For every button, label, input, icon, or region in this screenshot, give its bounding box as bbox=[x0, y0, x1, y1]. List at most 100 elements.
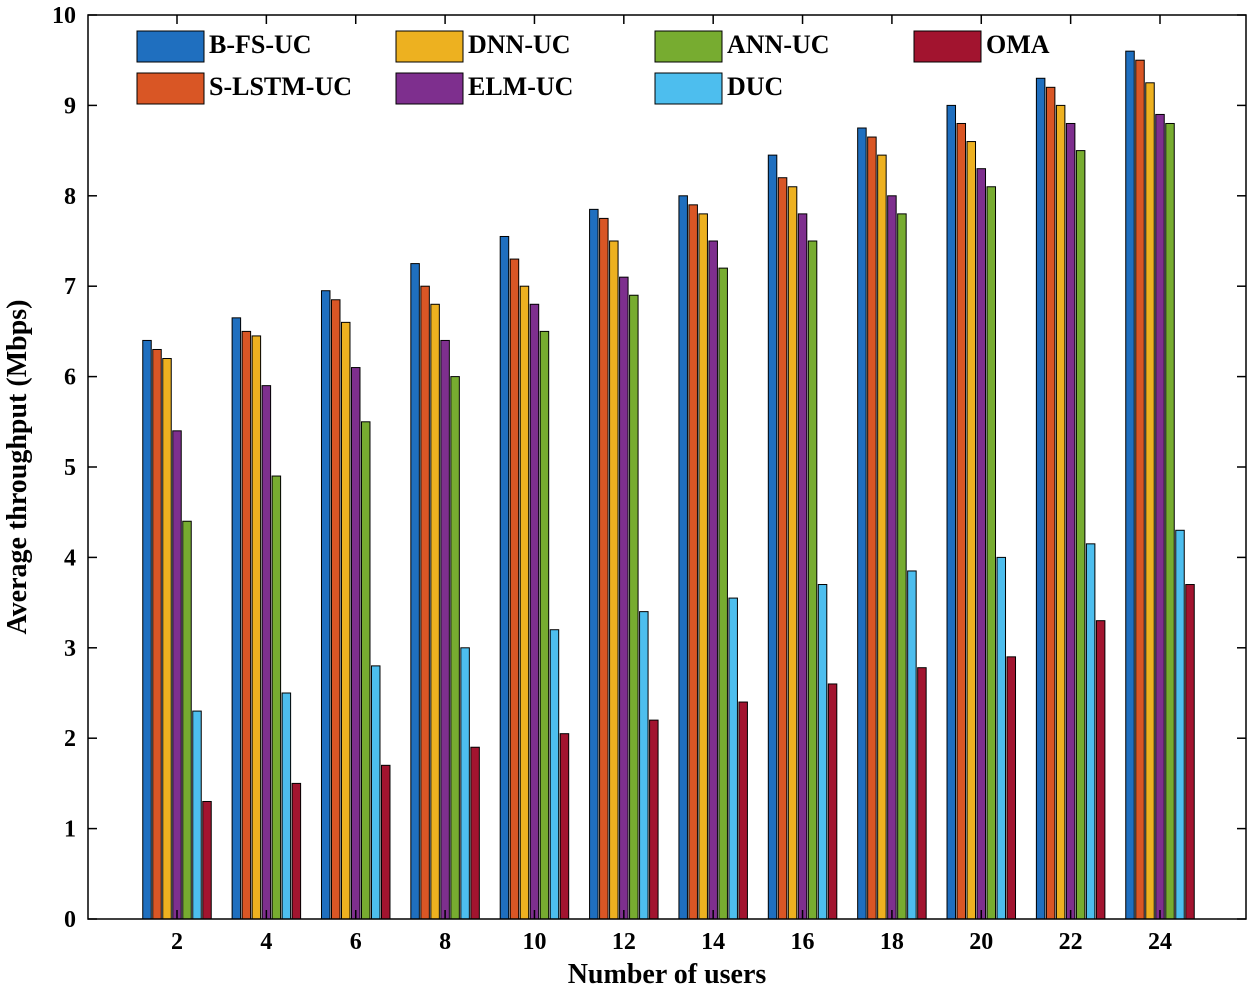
bar-b-fs-uc-4 bbox=[231, 317, 242, 920]
bar-elm-uc-24 bbox=[1155, 113, 1165, 920]
bar-elm-uc-18 bbox=[887, 195, 897, 920]
legend-label-s-lstm-uc: S-LSTM-UC bbox=[209, 72, 352, 101]
bar-oma-12 bbox=[649, 719, 659, 920]
bar-dnn-uc-4 bbox=[251, 335, 262, 920]
bar-s-lstm-uc-6 bbox=[330, 299, 341, 920]
y-tick-label: 5 bbox=[64, 455, 76, 481]
y-tick-label: 4 bbox=[64, 545, 76, 571]
legend-label-oma: OMA bbox=[986, 30, 1050, 59]
bar-dnn-uc-6 bbox=[340, 321, 351, 920]
bar-elm-uc-10 bbox=[529, 303, 540, 920]
y-tick-label: 0 bbox=[64, 907, 76, 933]
bar-s-lstm-uc-24 bbox=[1135, 59, 1145, 920]
bar-oma-6 bbox=[380, 764, 391, 920]
bar-oma-20 bbox=[1006, 656, 1017, 920]
bar-dnn-uc-16 bbox=[787, 186, 798, 920]
bar-s-lstm-uc-18 bbox=[867, 136, 877, 920]
bar-dnn-uc-22 bbox=[1055, 104, 1066, 920]
bar-s-lstm-uc-16 bbox=[777, 177, 788, 920]
bar-b-fs-uc-8 bbox=[410, 263, 420, 920]
x-tick-label: 14 bbox=[701, 929, 725, 955]
legend-label-dnn-uc: DNN-UC bbox=[468, 30, 571, 59]
bar-oma-24 bbox=[1185, 584, 1195, 920]
bar-duc-22 bbox=[1085, 543, 1096, 920]
bar-duc-10 bbox=[549, 629, 560, 920]
y-tick-label: 7 bbox=[64, 274, 76, 300]
legend-label-duc: DUC bbox=[727, 72, 783, 101]
bar-b-fs-uc-24 bbox=[1125, 50, 1135, 920]
bar-ann-uc-4 bbox=[271, 475, 282, 920]
y-tick-label: 1 bbox=[64, 817, 76, 843]
legend: B-FS-UC DNN-UC ANN-UC OMA S-LSTM-UC ELM-UC DUC bbox=[136, 30, 1050, 105]
bar-s-lstm-uc-14 bbox=[688, 204, 698, 920]
x-axis-title: Number of users bbox=[568, 959, 767, 986]
bar-ann-uc-24 bbox=[1165, 122, 1175, 920]
bar-ann-uc-14 bbox=[718, 267, 728, 920]
bar-oma-8 bbox=[470, 746, 480, 920]
legend-swatch-duc bbox=[654, 72, 723, 105]
bar-s-lstm-uc-10 bbox=[509, 258, 520, 920]
bar-ann-uc-12 bbox=[629, 294, 639, 920]
bar-b-fs-uc-20 bbox=[946, 104, 957, 920]
bar-b-fs-uc-2 bbox=[142, 339, 152, 920]
ticks-group bbox=[88, 14, 1246, 920]
legend-swatch-oma bbox=[913, 30, 982, 63]
bar-oma-16 bbox=[827, 683, 838, 920]
bar-ann-uc-6 bbox=[360, 421, 371, 920]
bar-duc-24 bbox=[1175, 529, 1185, 920]
x-tick-label: 6 bbox=[350, 929, 362, 955]
bar-oma-18 bbox=[917, 667, 927, 920]
y-tick-label: 6 bbox=[64, 365, 76, 391]
x-tick-label: 18 bbox=[880, 929, 904, 955]
bar-b-fs-uc-14 bbox=[678, 195, 688, 920]
bar-duc-12 bbox=[639, 611, 649, 920]
x-tick-label: 24 bbox=[1148, 929, 1172, 955]
bar-dnn-uc-24 bbox=[1145, 82, 1155, 920]
bar-oma-4 bbox=[291, 782, 302, 920]
bar-duc-18 bbox=[907, 570, 917, 920]
bar-dnn-uc-8 bbox=[430, 303, 440, 920]
bar-duc-6 bbox=[370, 665, 381, 920]
bar-s-lstm-uc-8 bbox=[420, 285, 430, 920]
bar-b-fs-uc-16 bbox=[767, 154, 778, 920]
bar-ann-uc-16 bbox=[807, 240, 818, 920]
y-tick-label: 2 bbox=[64, 726, 76, 752]
bar-ann-uc-8 bbox=[450, 376, 460, 920]
bar-elm-uc-8 bbox=[440, 339, 450, 920]
bar-dnn-uc-14 bbox=[698, 213, 708, 920]
y-tick-label: 3 bbox=[64, 636, 76, 662]
legend-swatch-elm-uc bbox=[395, 72, 464, 105]
x-tick-label: 10 bbox=[522, 929, 546, 955]
bar-oma-14 bbox=[738, 701, 748, 920]
bar-s-lstm-uc-4 bbox=[241, 330, 252, 920]
bar-ann-uc-22 bbox=[1075, 150, 1086, 920]
bars-group bbox=[142, 50, 1195, 920]
bar-b-fs-uc-18 bbox=[857, 127, 867, 920]
bar-b-fs-uc-6 bbox=[320, 290, 331, 920]
x-tick-label: 2 bbox=[171, 929, 183, 955]
bar-s-lstm-uc-22 bbox=[1045, 86, 1056, 920]
bar-duc-4 bbox=[281, 692, 292, 920]
bar-b-fs-uc-10 bbox=[499, 235, 510, 920]
legend-label-ann-uc: ANN-UC bbox=[727, 30, 830, 59]
bar-elm-uc-4 bbox=[261, 385, 272, 920]
bar-s-lstm-uc-20 bbox=[956, 122, 967, 920]
y-tick-label: 9 bbox=[64, 93, 76, 119]
bar-s-lstm-uc-12 bbox=[599, 217, 609, 920]
legend-swatch-ann-uc bbox=[654, 30, 723, 63]
bar-elm-uc-6 bbox=[350, 367, 361, 920]
x-tick-label: 4 bbox=[260, 929, 272, 955]
bar-duc-8 bbox=[460, 647, 470, 920]
bar-dnn-uc-18 bbox=[877, 154, 887, 920]
x-tick-label: 12 bbox=[612, 929, 636, 955]
bar-ann-uc-18 bbox=[897, 213, 907, 920]
bar-duc-16 bbox=[817, 584, 828, 920]
bar-elm-uc-16 bbox=[797, 213, 808, 920]
bar-ann-uc-10 bbox=[539, 330, 550, 920]
bar-ann-uc-20 bbox=[986, 186, 997, 920]
bar-oma-2 bbox=[202, 800, 212, 920]
bar-b-fs-uc-12 bbox=[589, 208, 599, 920]
x-tick-label: 16 bbox=[791, 929, 815, 955]
